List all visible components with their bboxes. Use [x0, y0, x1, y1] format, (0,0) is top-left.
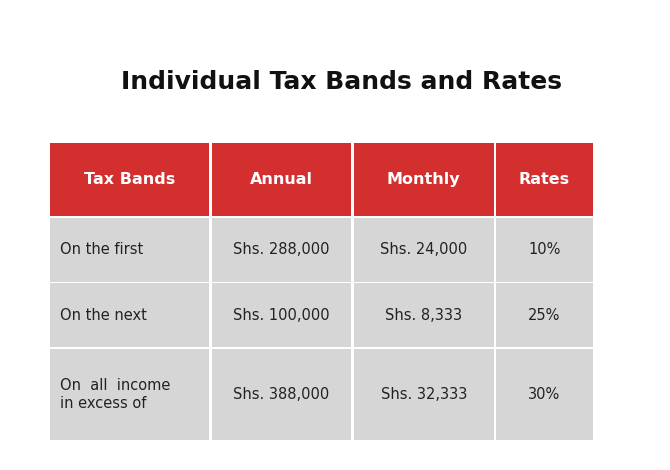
- Circle shape: [10, 14, 85, 45]
- Text: Rates: Rates: [519, 172, 570, 187]
- Circle shape: [36, 22, 59, 32]
- Circle shape: [21, 18, 74, 40]
- Text: 30%: 30%: [529, 387, 561, 402]
- Text: Tulipe Ushuru, Tujitegemee: Tulipe Ushuru, Tujitegemee: [88, 39, 155, 44]
- Text: AUTHORITY: AUTHORITY: [88, 25, 134, 31]
- Text: Tax Bands: Tax Bands: [84, 172, 176, 187]
- Text: Individual Tax Bands and Rates: Individual Tax Bands and Rates: [121, 70, 562, 94]
- Text: Shs. 32,333: Shs. 32,333: [381, 387, 467, 402]
- Text: 25%: 25%: [529, 308, 561, 322]
- Text: 10%: 10%: [529, 243, 561, 257]
- Text: On the first: On the first: [60, 243, 143, 257]
- Text: Shs. 8,333: Shs. 8,333: [385, 308, 462, 322]
- Text: On  all  income
in excess of: On all income in excess of: [60, 378, 171, 411]
- Text: Shs. 24,000: Shs. 24,000: [380, 243, 468, 257]
- Text: Shs. 100,000: Shs. 100,000: [233, 308, 330, 322]
- Text: On the next: On the next: [60, 308, 147, 322]
- Text: Shs. 288,000: Shs. 288,000: [233, 243, 330, 257]
- Text: KENYA REVENUE: KENYA REVENUE: [88, 14, 153, 20]
- Text: Shs. 388,000: Shs. 388,000: [233, 387, 330, 402]
- Text: Annual: Annual: [250, 172, 313, 187]
- Text: Monthly: Monthly: [387, 172, 460, 187]
